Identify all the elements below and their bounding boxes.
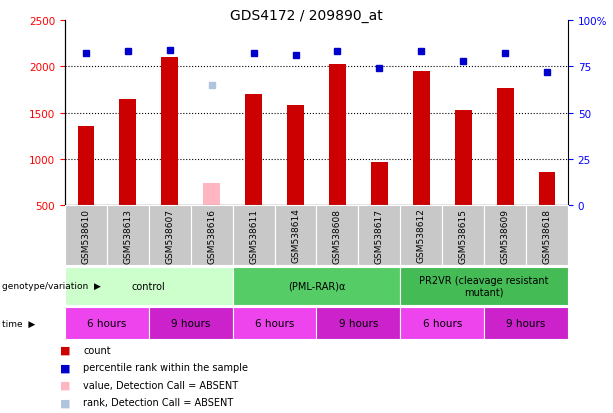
Text: ■: ■: [59, 380, 70, 390]
Text: ■: ■: [59, 397, 70, 407]
Bar: [413, 72, 430, 206]
Bar: [371, 163, 388, 206]
Text: 6 hours: 6 hours: [87, 318, 127, 328]
Text: value, Detection Call = ABSENT: value, Detection Call = ABSENT: [83, 380, 238, 390]
Text: ■: ■: [59, 362, 70, 373]
Text: GSM538614: GSM538614: [291, 208, 300, 263]
Text: GSM538610: GSM538610: [82, 208, 91, 263]
Bar: [78, 127, 94, 206]
Bar: [539, 172, 555, 206]
Text: 6 hours: 6 hours: [422, 318, 462, 328]
Text: GSM538613: GSM538613: [123, 208, 132, 263]
Bar: [120, 100, 136, 206]
Text: GSM538607: GSM538607: [166, 208, 174, 263]
Text: GSM538615: GSM538615: [459, 208, 468, 263]
Text: percentile rank within the sample: percentile rank within the sample: [83, 362, 248, 373]
Bar: [287, 106, 304, 206]
Text: GDS4172 / 209890_at: GDS4172 / 209890_at: [230, 9, 383, 23]
Text: 9 hours: 9 hours: [171, 318, 210, 328]
Bar: [497, 89, 514, 206]
Bar: [455, 110, 471, 206]
Text: GSM538608: GSM538608: [333, 208, 342, 263]
Text: GSM538617: GSM538617: [375, 208, 384, 263]
Bar: [161, 58, 178, 206]
Text: genotype/variation  ▶: genotype/variation ▶: [2, 282, 101, 291]
Text: GSM538611: GSM538611: [249, 208, 258, 263]
Text: PR2VR (cleavage resistant
mutant): PR2VR (cleavage resistant mutant): [419, 275, 549, 297]
Text: rank, Detection Call = ABSENT: rank, Detection Call = ABSENT: [83, 397, 234, 407]
Text: 6 hours: 6 hours: [255, 318, 294, 328]
Text: ■: ■: [59, 345, 70, 355]
Bar: [245, 95, 262, 206]
Text: 9 hours: 9 hours: [339, 318, 378, 328]
Text: count: count: [83, 345, 110, 355]
Bar: [204, 183, 220, 206]
Text: GSM538618: GSM538618: [543, 208, 552, 263]
Bar: [329, 65, 346, 206]
Text: 9 hours: 9 hours: [506, 318, 546, 328]
Text: (PML-RAR)α: (PML-RAR)α: [288, 281, 345, 291]
Text: control: control: [132, 281, 166, 291]
Text: GSM538612: GSM538612: [417, 208, 426, 263]
Text: GSM538609: GSM538609: [501, 208, 509, 263]
Text: GSM538616: GSM538616: [207, 208, 216, 263]
Text: time  ▶: time ▶: [2, 319, 36, 328]
